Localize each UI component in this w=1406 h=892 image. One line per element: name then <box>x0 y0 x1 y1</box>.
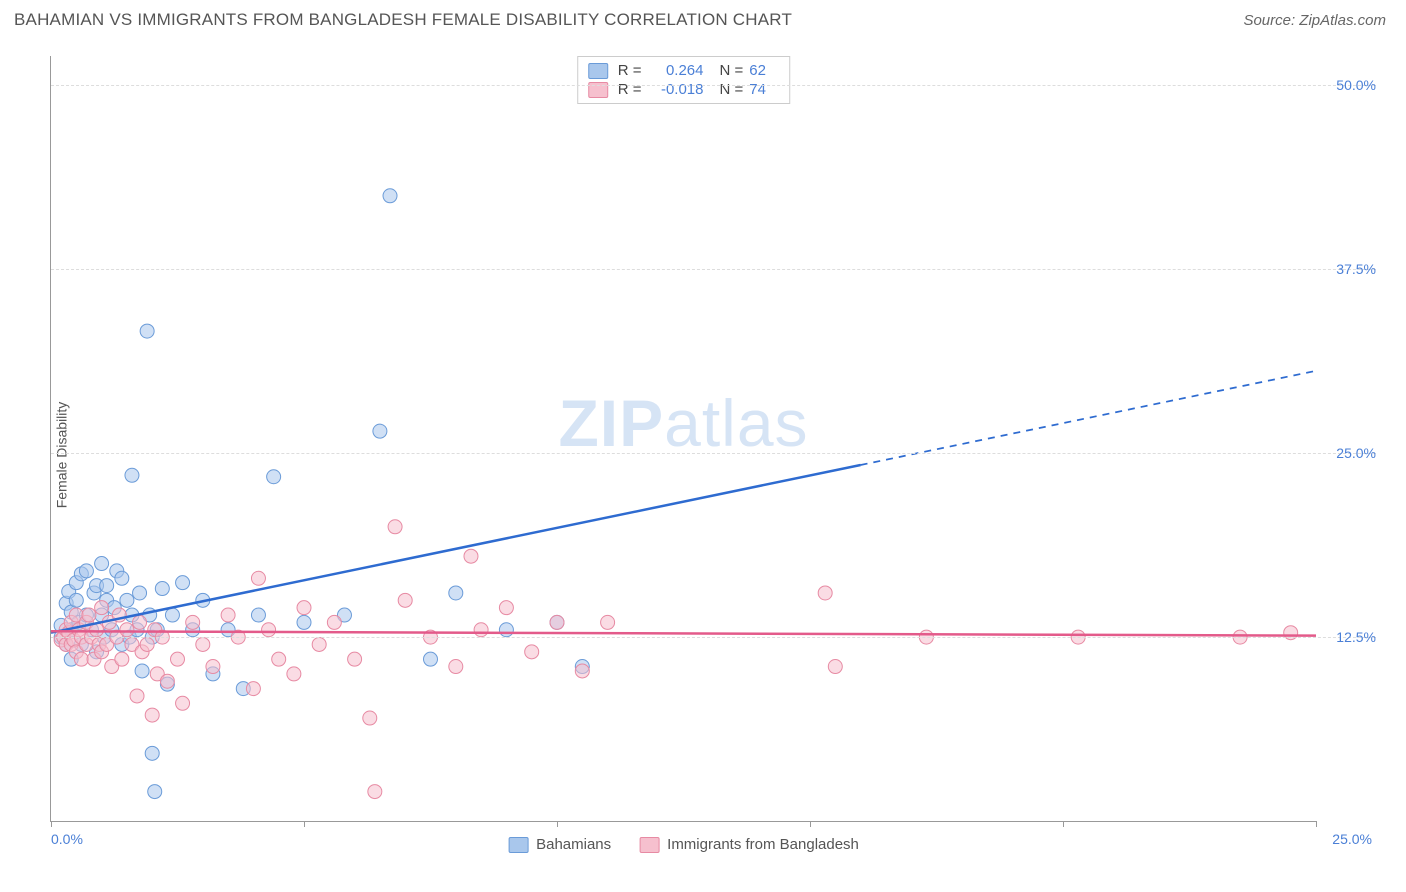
legend-swatch <box>639 837 659 853</box>
data-point <box>388 520 402 534</box>
data-point <box>148 785 162 799</box>
data-point <box>348 652 362 666</box>
data-point <box>373 424 387 438</box>
data-point <box>499 623 513 637</box>
x-tick <box>1063 821 1064 827</box>
data-point <box>449 660 463 674</box>
data-point <box>160 674 174 688</box>
data-point <box>125 468 139 482</box>
data-point <box>69 593 83 607</box>
data-point <box>272 652 286 666</box>
gridline <box>51 269 1376 270</box>
data-point <box>601 615 615 629</box>
series-legend: Bahamians Immigrants from Bangladesh <box>508 836 859 853</box>
x-tick <box>304 821 305 827</box>
data-point <box>95 601 109 615</box>
regression-line-extrapolated <box>861 371 1316 465</box>
data-point <box>186 615 200 629</box>
data-point <box>550 615 564 629</box>
data-point <box>100 579 114 593</box>
series-legend-item: Bahamians <box>508 836 611 853</box>
data-point <box>79 564 93 578</box>
data-point <box>424 652 438 666</box>
data-point <box>171 652 185 666</box>
series-label: Immigrants from Bangladesh <box>667 836 859 853</box>
gridline <box>51 637 1376 638</box>
data-point <box>165 608 179 622</box>
data-point <box>176 576 190 590</box>
data-point <box>267 470 281 484</box>
data-point <box>95 557 109 571</box>
data-point <box>82 608 96 622</box>
data-point <box>176 696 190 710</box>
plot-area: ZIPatlas R =0.264N =62R =-0.018N =74 Bah… <box>50 56 1316 822</box>
data-point <box>206 660 220 674</box>
data-point <box>398 593 412 607</box>
y-tick-label: 25.0% <box>1336 445 1376 461</box>
data-point <box>120 593 134 607</box>
data-point <box>297 601 311 615</box>
data-point <box>221 608 235 622</box>
chart-title: BAHAMIAN VS IMMIGRANTS FROM BANGLADESH F… <box>14 10 792 30</box>
x-tick-label: 0.0% <box>51 831 83 847</box>
series-label: Bahamians <box>536 836 611 853</box>
data-point <box>74 652 88 666</box>
data-point <box>368 785 382 799</box>
data-point <box>818 586 832 600</box>
data-point <box>449 586 463 600</box>
y-tick-label: 12.5% <box>1336 629 1376 645</box>
data-point <box>525 645 539 659</box>
scatter-svg <box>51 56 1316 821</box>
x-tick <box>51 821 52 827</box>
data-point <box>251 571 265 585</box>
x-tick <box>810 821 811 827</box>
regression-line <box>51 465 861 633</box>
data-point <box>145 708 159 722</box>
data-point <box>133 615 147 629</box>
data-point <box>135 664 149 678</box>
data-point <box>499 601 513 615</box>
data-point <box>120 623 134 637</box>
data-point <box>474 623 488 637</box>
data-point <box>246 682 260 696</box>
data-point <box>383 189 397 203</box>
data-point <box>115 571 129 585</box>
gridline <box>51 85 1376 86</box>
data-point <box>130 689 144 703</box>
data-point <box>828 660 842 674</box>
data-point <box>312 637 326 651</box>
legend-swatch <box>508 837 528 853</box>
data-point <box>327 615 341 629</box>
data-point <box>115 652 129 666</box>
series-legend-item: Immigrants from Bangladesh <box>639 836 859 853</box>
data-point <box>140 324 154 338</box>
data-point <box>363 711 377 725</box>
x-tick <box>1316 821 1317 827</box>
data-point <box>133 586 147 600</box>
data-point <box>464 549 478 563</box>
data-point <box>287 667 301 681</box>
x-tick <box>557 821 558 827</box>
data-point <box>155 582 169 596</box>
data-point <box>196 637 210 651</box>
source-attribution: Source: ZipAtlas.com <box>1243 12 1386 29</box>
data-point <box>251 608 265 622</box>
data-point <box>140 637 154 651</box>
x-tick-label: 25.0% <box>1332 831 1372 847</box>
data-point <box>145 746 159 760</box>
data-point <box>575 664 589 678</box>
gridline <box>51 453 1376 454</box>
chart-container: Female Disability ZIPatlas R =0.264N =62… <box>14 48 1386 862</box>
data-point <box>262 623 276 637</box>
y-tick-label: 37.5% <box>1336 261 1376 277</box>
y-tick-label: 50.0% <box>1336 77 1376 93</box>
data-point <box>297 615 311 629</box>
